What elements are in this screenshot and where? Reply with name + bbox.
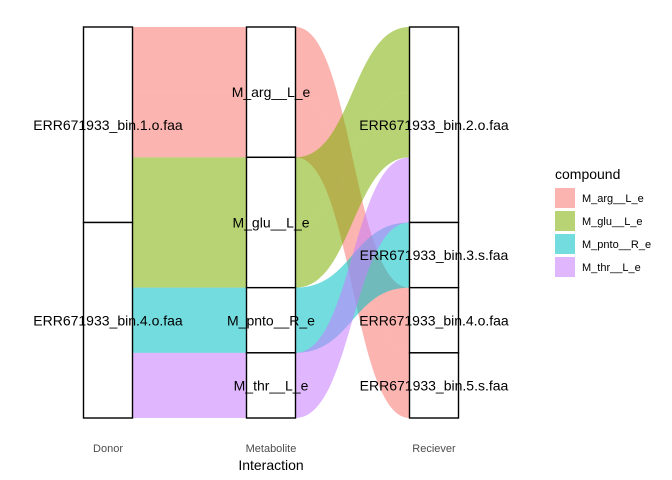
flow-m-glu-l-e-donor-to-metabolite-3 — [132, 222, 247, 288]
flow-m-arg-l-e-donor-to-metabolite-1 — [132, 92, 247, 158]
x-axis-title: Interaction — [238, 457, 303, 473]
legend-swatch-m-arg-l-e — [555, 188, 575, 208]
stratum-label-metabolite-m-pnto-r-e: M_pnto__R_e — [227, 312, 315, 328]
stratum-metabolite-m-glu-l-e — [245, 156, 297, 289]
stratum-donor-err671933-bin-4-o-faa — [82, 221, 134, 419]
stratum-reciever-err671933-bin-2-o-faa — [408, 26, 460, 224]
legend-label-m-arg-l-e: M_arg__L_e — [582, 193, 644, 205]
legend-swatch-m-thr-l-e — [555, 257, 575, 277]
stratum-metabolite-m-pnto-r-e — [245, 286, 297, 354]
axis-tick-donor: Donor — [93, 443, 123, 455]
stratum-label-metabolite-m-arg-l-e: M_arg__L_e — [232, 84, 311, 100]
flow-m-glu-l-e-metabolite-to-reciever-2 — [295, 27, 410, 223]
legend-label-m-glu-l-e: M_glu__L_e — [582, 216, 643, 228]
stratum-label-metabolite-m-thr-l-e: M_thr__L_e — [234, 377, 309, 393]
legend-swatch-m-glu-l-e — [555, 211, 575, 231]
axis-tick-metabolite: Metabolite — [246, 443, 297, 455]
labels-layer: ERR671933_bin.1.o.faa ERR671933_bin.4.o.f… — [33, 84, 509, 393]
flow-m-glu-l-e-metabolite-to-reciever-3 — [295, 92, 410, 288]
flow-m-glu-l-e-donor-to-metabolite-2 — [132, 157, 247, 223]
legend-label-m-thr-l-e: M_thr__L_e — [582, 262, 641, 274]
flow-m-arg-l-e-donor-to-metabolite-0 — [132, 27, 247, 93]
stratum-label-reciever-err671933-bin-4-o-faa: ERR671933_bin.4.o.faa — [359, 312, 509, 328]
stratum-label-reciever-err671933-bin-2-o-faa: ERR671933_bin.2.o.faa — [359, 117, 509, 133]
legend-title: compound — [555, 166, 620, 182]
flow-m-thr-l-e-donor-to-metabolite-5 — [132, 352, 247, 418]
stratum-label-reciever-err671933-bin-5-s-faa: ERR671933_bin.5.s.faa — [360, 377, 509, 393]
legend-label-m-pnto-r-e: M_pnto__R_e — [582, 239, 651, 251]
stratum-reciever-err671933-bin-5-s-faa — [408, 352, 460, 419]
stratum-label-reciever-err671933-bin-3-s-faa: ERR671933_bin.3.s.faa — [360, 247, 509, 263]
axis-tick-reciever: Reciever — [412, 443, 456, 455]
legend-items: M_arg__L_e M_glu__L_e M_pnto__R_e M_thr__L_… — [555, 188, 651, 277]
stratum-label-donor-err671933-bin-4-o-faa: ERR671933_bin.4.o.faa — [33, 312, 183, 328]
flow-m-thr-l-e-metabolite-to-reciever-5 — [295, 157, 410, 418]
legend-swatch-m-pnto-r-e — [555, 234, 575, 254]
stratum-label-donor-err671933-bin-1-o-faa: ERR671933_bin.1.o.faa — [33, 117, 183, 133]
stratum-metabolite-m-thr-l-e — [245, 352, 297, 419]
legend: compound M_arg__L_e M_glu__L_e M_pnto__R_e… — [555, 166, 651, 277]
stratum-label-metabolite-m-glu-l-e: M_glu__L_e — [232, 215, 309, 231]
flow-m-pnto-r-e-donor-to-metabolite-4 — [132, 287, 247, 353]
stratum-metabolite-m-arg-l-e — [245, 26, 297, 159]
stratum-donor-err671933-bin-1-o-faa — [82, 26, 134, 224]
strata-layer — [82, 26, 460, 419]
